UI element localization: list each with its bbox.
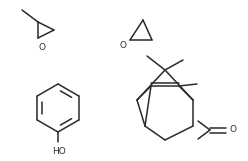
Text: O: O — [120, 41, 126, 49]
Text: O: O — [229, 126, 237, 134]
Text: O: O — [38, 43, 45, 52]
Text: HO: HO — [52, 147, 66, 156]
